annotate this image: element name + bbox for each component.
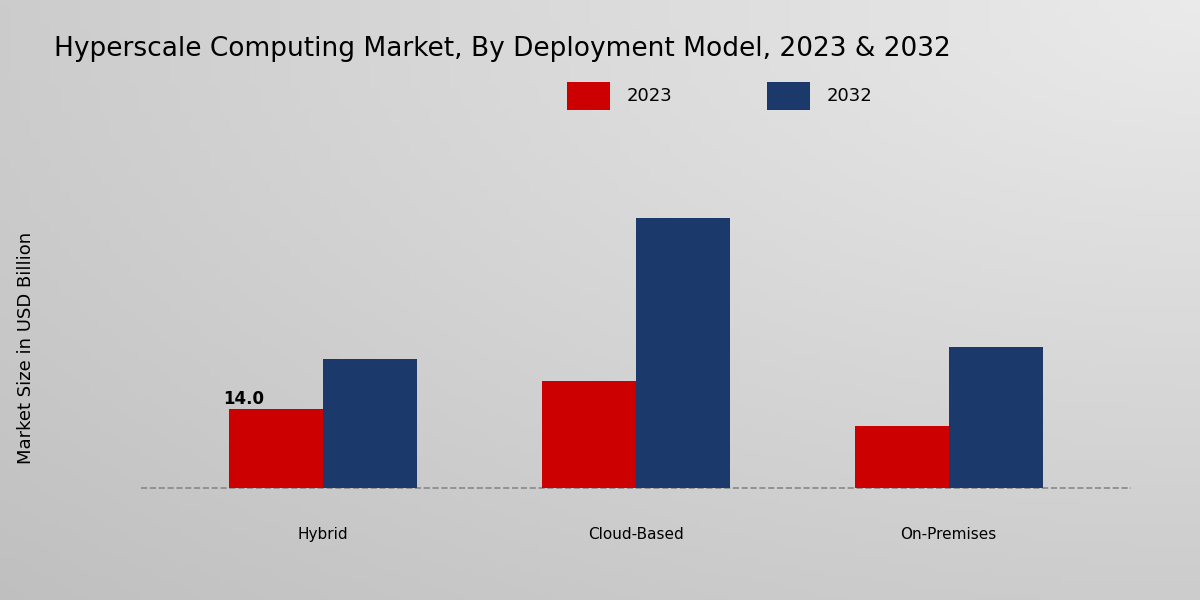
- Text: Hyperscale Computing Market, By Deployment Model, 2023 & 2032: Hyperscale Computing Market, By Deployme…: [54, 36, 950, 62]
- Bar: [949, 347, 1043, 488]
- Bar: [542, 381, 636, 488]
- Bar: [767, 82, 810, 110]
- Bar: [636, 218, 730, 488]
- Text: Market Size in USD Billion: Market Size in USD Billion: [17, 232, 36, 464]
- Text: 2032: 2032: [827, 87, 872, 105]
- Text: 14.0: 14.0: [223, 389, 264, 407]
- Text: 2023: 2023: [626, 87, 672, 105]
- Bar: [854, 426, 949, 488]
- Bar: [568, 82, 611, 110]
- Bar: [229, 409, 323, 488]
- Bar: [323, 359, 418, 488]
